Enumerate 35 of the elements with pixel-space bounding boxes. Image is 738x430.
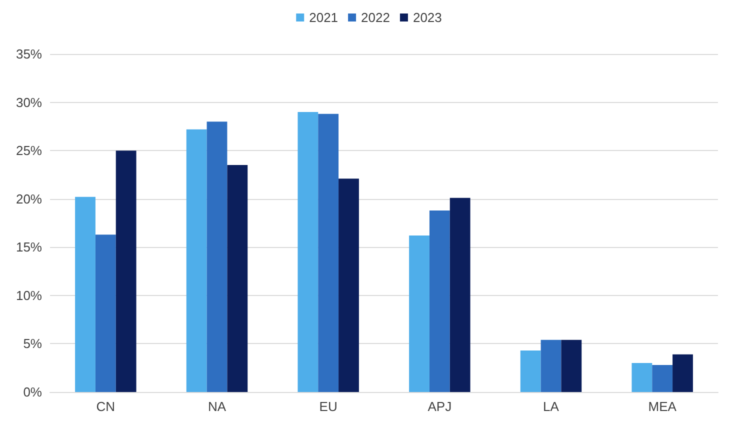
y-tick-label: 15% bbox=[16, 240, 42, 255]
bar bbox=[186, 129, 207, 392]
bar bbox=[652, 364, 673, 392]
y-tick-label: 25% bbox=[16, 143, 42, 158]
bar bbox=[95, 234, 116, 392]
bar bbox=[561, 340, 582, 392]
bar bbox=[632, 363, 652, 392]
bar bbox=[206, 122, 228, 392]
legend-label: 2022 bbox=[361, 10, 390, 25]
legend-label: 2021 bbox=[309, 10, 338, 25]
bar bbox=[318, 114, 339, 392]
bar bbox=[298, 112, 318, 392]
x-tick-label: APJ bbox=[428, 399, 452, 414]
y-tick-label: 20% bbox=[16, 191, 42, 206]
bar bbox=[409, 236, 430, 392]
bar bbox=[540, 340, 562, 392]
bar bbox=[672, 354, 693, 392]
y-tick-label: 10% bbox=[16, 288, 42, 303]
x-tick-label: CN bbox=[96, 399, 116, 414]
y-tick-label: 35% bbox=[16, 46, 42, 62]
x-tick-label: LA bbox=[543, 399, 560, 414]
bar bbox=[116, 150, 136, 392]
legend-label: 2023 bbox=[412, 10, 442, 25]
bar bbox=[520, 350, 541, 392]
bar bbox=[429, 210, 450, 392]
bar bbox=[450, 198, 470, 392]
y-tick-label: 0% bbox=[23, 384, 42, 400]
x-tick-label: EU bbox=[319, 399, 338, 414]
bar bbox=[227, 165, 248, 392]
y-tick-label: 30% bbox=[16, 94, 42, 110]
bar bbox=[338, 178, 359, 392]
x-tick-label: MEA bbox=[648, 399, 677, 414]
x-tick-label: NA bbox=[208, 399, 226, 414]
bar bbox=[75, 196, 96, 392]
y-tick-label: 5% bbox=[23, 336, 42, 352]
